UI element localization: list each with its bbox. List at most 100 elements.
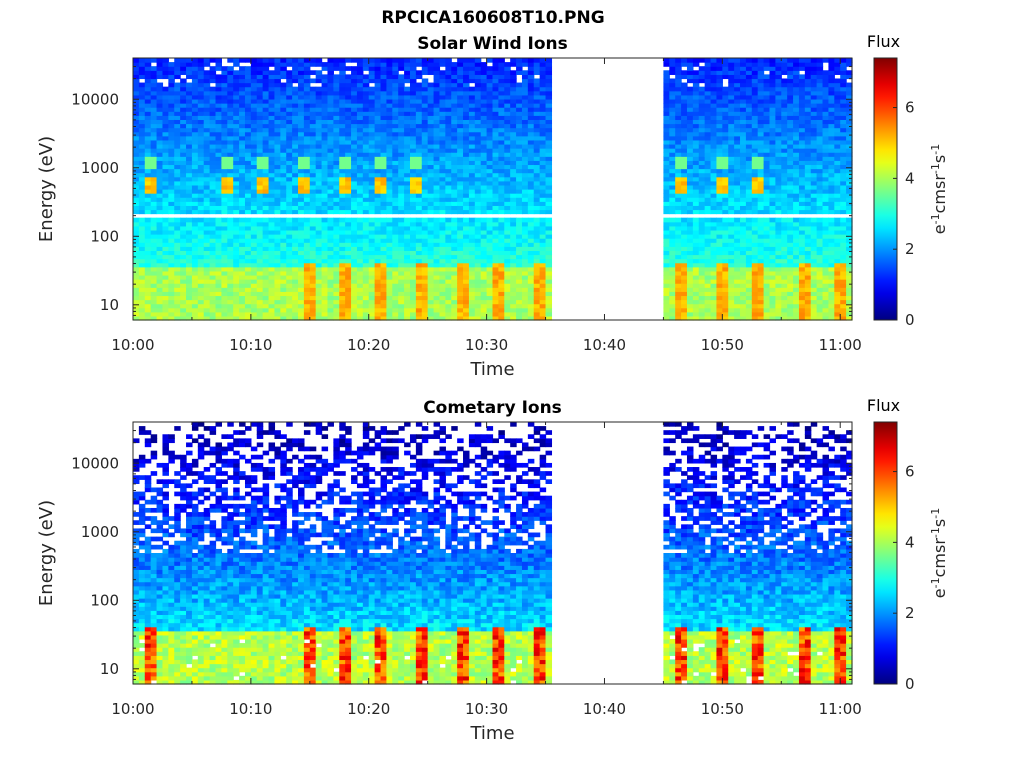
heatmap-cell	[138, 70, 146, 75]
heatmap-cell	[516, 274, 523, 280]
heatmap-cell	[356, 238, 364, 243]
heatmap-cell	[315, 111, 323, 116]
heatmap-cell	[180, 201, 187, 206]
heatmap-cell	[286, 287, 293, 292]
heatmap-cell	[203, 98, 211, 104]
heatmap-cell	[474, 98, 482, 104]
heatmap-cell	[309, 111, 317, 116]
heatmap-cell	[545, 254, 553, 260]
heatmap-cell	[492, 78, 499, 84]
heatmap-cell	[398, 86, 405, 92]
heatmap-cell	[380, 90, 388, 96]
heatmap-cell	[203, 62, 211, 67]
heatmap-cell	[268, 307, 276, 313]
heatmap-cell	[433, 238, 441, 243]
heatmap-cell	[545, 279, 553, 284]
heatmap-cell	[256, 315, 264, 321]
heatmap-cell	[174, 295, 181, 301]
heatmap-cell	[409, 82, 417, 88]
heatmap-cell	[168, 262, 175, 268]
heatmap-cell	[433, 148, 441, 153]
heatmap-cell	[686, 62, 694, 67]
heatmap-cell	[433, 160, 441, 166]
heatmap-cell	[669, 307, 676, 313]
heatmap-cell	[351, 90, 358, 96]
heatmap-cell	[415, 299, 423, 305]
heatmap-cell	[415, 229, 423, 235]
heatmap-cell	[280, 119, 287, 125]
heatmap-cell	[710, 229, 718, 235]
heatmap-cell	[669, 217, 676, 223]
heatmap-cell	[421, 62, 429, 67]
heatmap-cell	[692, 180, 700, 186]
heatmap-cell	[315, 143, 323, 149]
heatmap-cell	[398, 242, 405, 247]
heatmap-cell	[356, 139, 364, 145]
heatmap-cell	[539, 131, 547, 137]
heatmap-cell	[398, 295, 405, 301]
heatmap-cell	[398, 58, 405, 63]
heatmap-cell	[327, 238, 334, 243]
heatmap-cell	[174, 238, 181, 243]
heatmap-cell	[374, 315, 382, 321]
heatmap-cell	[138, 197, 146, 202]
heatmap-cell	[504, 176, 511, 182]
heatmap-cell	[380, 225, 388, 231]
heatmap-cell	[457, 315, 464, 321]
heatmap-cell	[492, 262, 499, 268]
heatmap-cell	[409, 307, 417, 313]
heatmap-cell	[262, 193, 270, 198]
heatmap-cell	[168, 270, 175, 276]
heatmap-cell	[345, 270, 352, 276]
heatmap-cell	[404, 111, 411, 116]
heatmap-cell	[486, 311, 494, 317]
heatmap-cell	[433, 229, 441, 235]
heatmap-cell	[221, 258, 228, 264]
heatmap-cell	[133, 189, 140, 194]
heatmap-cell	[457, 209, 464, 215]
heatmap-cell	[374, 156, 382, 161]
heatmap-cell	[298, 189, 305, 194]
heatmap-cell	[486, 156, 494, 161]
heatmap-cell	[321, 295, 329, 301]
heatmap-cell	[356, 197, 364, 202]
heatmap-cell	[191, 189, 199, 194]
heatmap-cell	[698, 238, 706, 243]
heatmap-cell	[486, 148, 494, 153]
heatmap-cell	[156, 70, 164, 75]
heatmap-cell	[539, 250, 547, 256]
heatmap-cell	[521, 258, 529, 264]
heatmap-cell	[486, 189, 494, 194]
heatmap-cell	[521, 98, 529, 104]
heatmap-cell	[474, 303, 482, 309]
heatmap-cell	[504, 86, 511, 92]
heatmap-cell	[233, 254, 240, 260]
heatmap-cell	[386, 189, 393, 194]
heatmap-cell	[315, 189, 323, 194]
heatmap-cell	[327, 135, 334, 141]
heatmap-cell	[162, 62, 169, 67]
heatmap-cell	[345, 209, 352, 215]
heatmap-cell	[468, 311, 476, 317]
heatmap-cell	[698, 111, 706, 116]
heatmap-cell	[433, 201, 441, 206]
heatmap-cell	[333, 176, 340, 182]
heatmap-cell	[510, 74, 517, 80]
heatmap-cell	[315, 299, 323, 305]
heatmap-cell	[351, 86, 358, 92]
heatmap-cell	[504, 197, 511, 202]
heatmap-cell	[298, 160, 305, 166]
heatmap-cell	[309, 123, 317, 129]
heatmap-cell	[292, 160, 299, 166]
heatmap-cell	[704, 164, 712, 170]
heatmap-cell	[463, 107, 470, 112]
heatmap-cell	[669, 58, 676, 63]
heatmap-cell	[274, 90, 281, 96]
heatmap-cell	[421, 107, 429, 112]
heatmap-cell	[480, 78, 488, 84]
heatmap-cell	[486, 160, 494, 166]
heatmap-cell	[321, 148, 329, 153]
heatmap-cell	[345, 246, 352, 251]
heatmap-cell	[250, 115, 258, 120]
heatmap-cell	[521, 225, 529, 231]
